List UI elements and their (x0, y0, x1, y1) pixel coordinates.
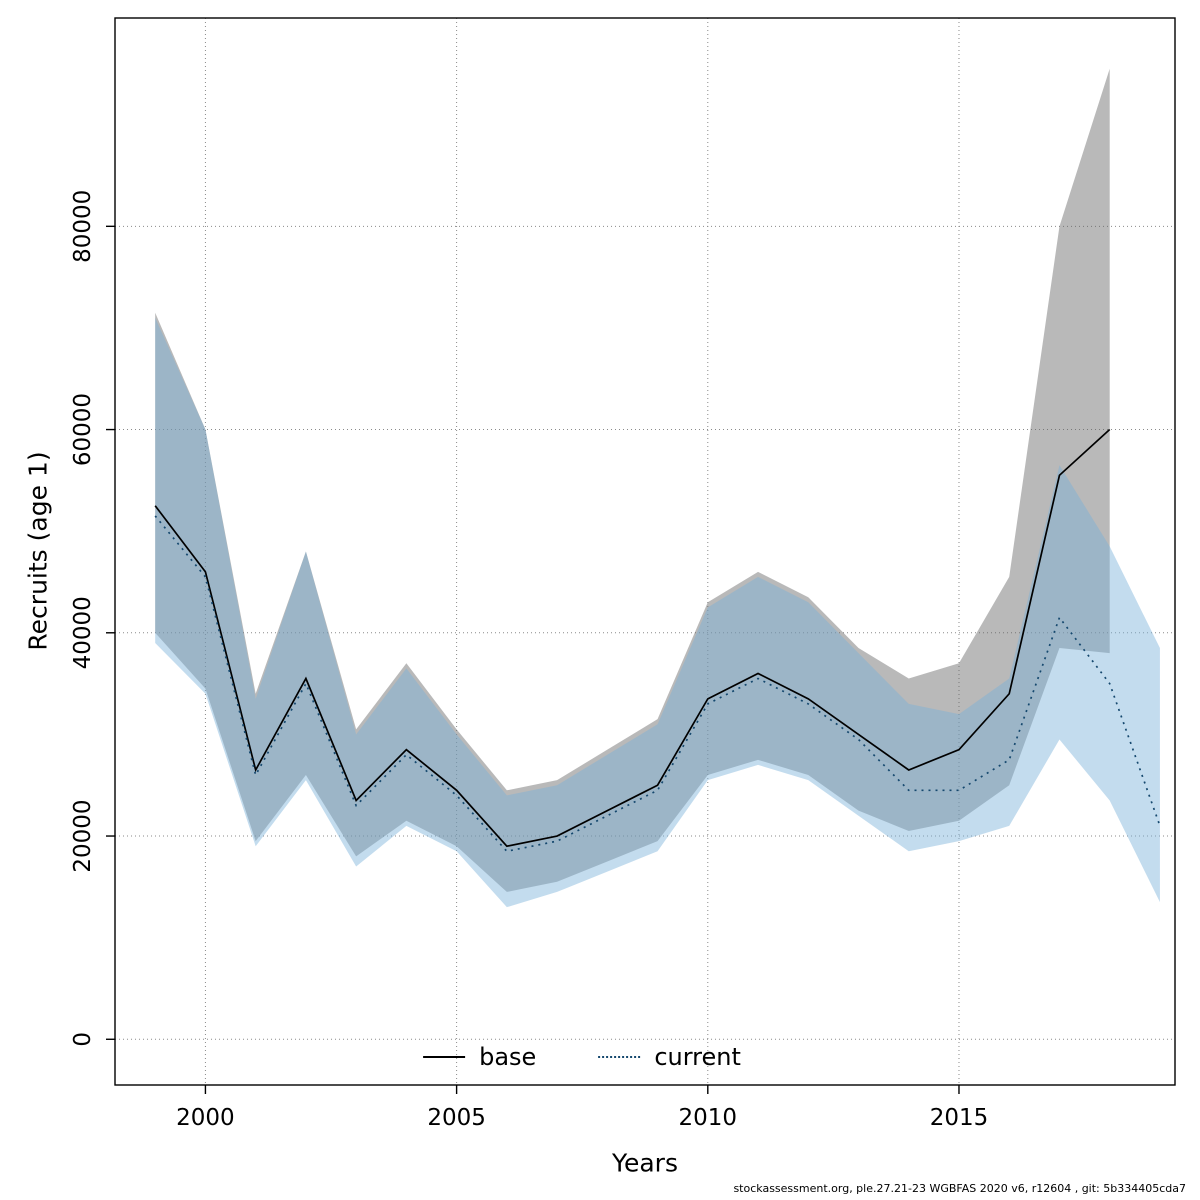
y-tick-label: 0 (70, 1032, 96, 1047)
legend-label-base: base (479, 1043, 537, 1071)
legend: base current (423, 1043, 741, 1071)
x-tick-label: 2005 (427, 1105, 486, 1131)
y-tick-label: 20000 (70, 799, 96, 872)
y-tick-label: 80000 (70, 190, 96, 263)
x-tick-label: 2010 (679, 1105, 738, 1131)
current-line-swatch (598, 1056, 641, 1058)
y-tick-label: 60000 (70, 393, 96, 466)
legend-label-current: current (654, 1043, 741, 1071)
base-confidence-band (155, 68, 1110, 892)
legend-item-current: current (598, 1043, 741, 1071)
plot-border (114, 17, 1176, 1086)
y-tick-label: 40000 (70, 596, 96, 669)
legend-item-base: base (423, 1043, 536, 1071)
x-axis-label: Years (612, 1148, 678, 1178)
footer-credit: stockassessment.org, ple.27.21-23 WGBFAS… (733, 1182, 1186, 1195)
base-line-swatch (423, 1056, 466, 1058)
base-line (154, 428, 1111, 848)
y-axis-label: Recruits (age 1) (23, 451, 53, 651)
x-tick-label: 2000 (176, 1105, 235, 1131)
x-tick-label: 2015 (930, 1105, 989, 1131)
current-confidence-band (155, 317, 1160, 908)
